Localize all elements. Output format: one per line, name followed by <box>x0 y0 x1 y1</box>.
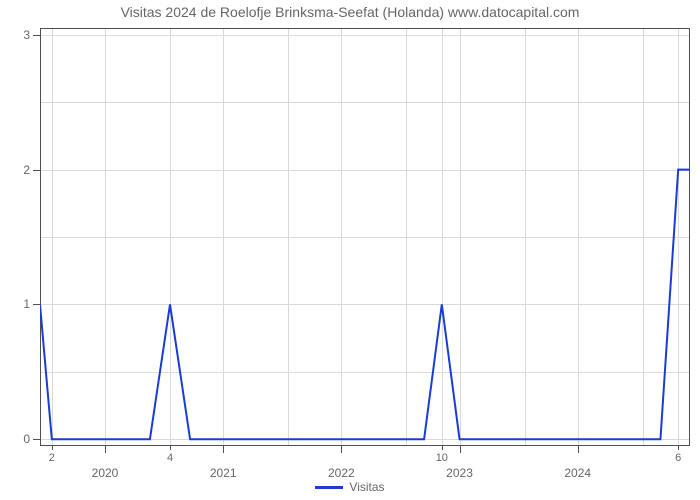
x-tick-minor <box>52 446 53 450</box>
y-tick-major <box>33 35 40 36</box>
x-tick-major <box>223 446 224 453</box>
x-tick-label: 2020 <box>92 466 119 480</box>
x-tick-label: 2023 <box>446 466 473 480</box>
line-series <box>40 170 690 440</box>
y-tick-major <box>33 170 40 171</box>
y-tick-major <box>33 304 40 305</box>
chart-container: Visitas 2024 de Roelofje Brinksma-Seefat… <box>0 0 700 500</box>
x-tick-label: 2024 <box>564 466 591 480</box>
plot-area <box>40 28 690 446</box>
x-tick-minor-label: 2 <box>49 452 55 464</box>
x-tick-label: 2021 <box>210 466 237 480</box>
x-tick-major <box>578 446 579 453</box>
data-series <box>40 28 690 446</box>
chart-title: Visitas 2024 de Roelofje Brinksma-Seefat… <box>0 4 700 20</box>
legend: Visitas <box>0 480 700 494</box>
x-tick-minor-label: 10 <box>436 452 448 464</box>
y-tick-major <box>33 439 40 440</box>
x-tick-minor-label: 6 <box>675 452 681 464</box>
y-tick-label: 1 <box>12 297 30 311</box>
y-tick-label: 3 <box>12 28 30 42</box>
x-tick-minor <box>678 446 679 450</box>
legend-label: Visitas <box>349 480 384 494</box>
x-tick-minor-label: 4 <box>167 452 173 464</box>
y-tick-label: 2 <box>12 163 30 177</box>
x-tick-minor <box>442 446 443 450</box>
x-tick-major <box>105 446 106 453</box>
legend-swatch <box>315 486 343 489</box>
x-tick-major <box>460 446 461 453</box>
x-tick-major <box>341 446 342 453</box>
x-tick-label: 2022 <box>328 466 355 480</box>
x-tick-minor <box>170 446 171 450</box>
y-tick-label: 0 <box>12 432 30 446</box>
